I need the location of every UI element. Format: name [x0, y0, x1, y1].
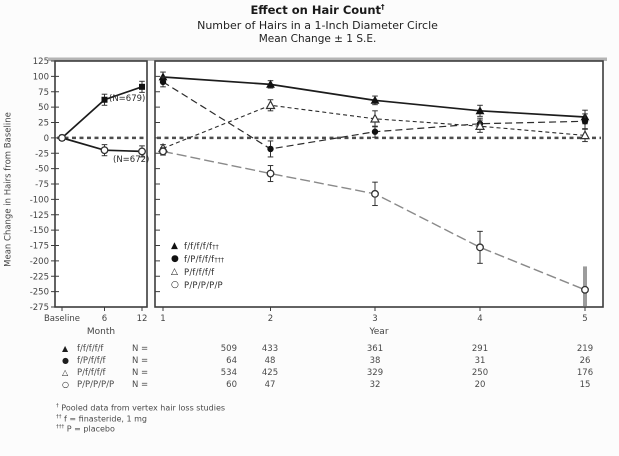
n-annotation-finasteride: (N=679) [109, 94, 146, 104]
n-value: 361 [366, 344, 384, 354]
svg-text:1: 1 [160, 314, 165, 324]
svg-text:-100: -100 [30, 195, 49, 205]
n-value: 32 [369, 380, 381, 390]
dagger-mark: †† [56, 414, 62, 420]
legend-item-ppppp: ○ P/P/P/P/P [171, 279, 224, 292]
chart-title: Effect on Hair Count† [30, 3, 605, 17]
n-table-row: ○ P/P/P/P/P N = 60 47 32 20 15 [0, 380, 619, 392]
n-equals-label: N = [132, 380, 149, 390]
group-label: P/f/f/f/f [77, 368, 106, 378]
svg-text:-125: -125 [30, 211, 49, 221]
open-circle-icon: ○ [62, 380, 69, 389]
n-value: 329 [366, 368, 384, 378]
n-value: 509 [220, 344, 237, 354]
n-value: 433 [261, 344, 279, 354]
svg-text:50: 50 [38, 103, 49, 113]
n-table-row: △ P/f/f/f/f N = 534 425 329 250 176 [0, 368, 619, 380]
dagger-mark: ††† [56, 424, 65, 430]
n-value: 48 [264, 356, 276, 366]
n-table-row: ● f/P/f/f/f N = 64 48 38 31 26 [0, 356, 619, 368]
n-value: 60 [226, 380, 237, 390]
chart-subtitle-1: Number of Hairs in a 1-Inch Diameter Cir… [197, 19, 438, 32]
n-annotation-placebo: (N=672) [113, 155, 150, 165]
svg-text:-225: -225 [30, 272, 49, 282]
svg-text:-150: -150 [30, 226, 49, 236]
n-table-row: ▲ f/f/f/f/f N = 509 433 361 291 219 [0, 344, 619, 356]
chart-subtitle-2: Mean Change ± 1 S.E. [258, 33, 377, 45]
n-value: 38 [369, 356, 381, 366]
svg-text:4: 4 [477, 314, 482, 324]
svg-text:125: 125 [33, 57, 49, 67]
n-value: 534 [220, 368, 237, 378]
footnote-placebo: ††† P = placebo [56, 424, 115, 434]
legend-label: f/P/f/f/f [184, 254, 215, 265]
filled-triangle-icon: ▲ [171, 241, 178, 251]
dagger-mark: † [56, 403, 59, 409]
svg-text:2: 2 [268, 314, 273, 324]
footnote-pooled-data: † Pooled data from vertex hair loss stud… [56, 403, 225, 413]
n-equals-label: N = [132, 356, 149, 366]
hair-count-chart: 1251007550250-25-50-75-100-125-150-175-2… [30, 57, 607, 337]
group-label: f/f/f/f/f [77, 344, 104, 354]
filled-circle-icon: ● [171, 254, 179, 264]
group-label: P/P/P/P/P [77, 380, 115, 390]
footnote-text: P = placebo [66, 424, 115, 434]
n-value: 15 [579, 380, 591, 390]
svg-text:5: 5 [582, 314, 587, 324]
svg-text:100: 100 [33, 72, 49, 82]
n-value: 20 [474, 380, 486, 390]
legend-label: P/f/f/f/f [184, 267, 215, 278]
filled-triangle-icon: ▲ [62, 344, 69, 353]
n-value: 425 [261, 368, 279, 378]
chart-legend: ▲ f/f/f/f/f †† ● f/P/f/f/f ††† △ P/f/f/f/f… [171, 240, 224, 292]
footnote-text: f = finasteride, 1 mg [64, 414, 147, 424]
open-triangle-icon: △ [62, 368, 69, 377]
n-value: 291 [471, 344, 489, 354]
dagger-mark: ††† [214, 255, 225, 264]
svg-text:25: 25 [38, 119, 49, 129]
n-value: 219 [576, 344, 594, 354]
svg-text:6: 6 [102, 314, 107, 324]
svg-text:12: 12 [137, 314, 148, 324]
footnote-finasteride: †† f = finasteride, 1 mg [56, 414, 147, 424]
n-value: 250 [471, 368, 489, 378]
svg-text:0: 0 [44, 134, 49, 144]
open-triangle-icon: △ [171, 267, 178, 277]
svg-text:-75: -75 [35, 180, 49, 190]
open-circle-icon: ○ [171, 280, 179, 290]
svg-text:-25: -25 [35, 149, 49, 159]
legend-item-fffff: ▲ f/f/f/f/f †† [171, 240, 224, 253]
svg-text:-275: -275 [30, 303, 49, 313]
svg-text:Month: Month [87, 327, 115, 337]
n-value: 26 [579, 356, 591, 366]
filled-circle-icon: ● [62, 356, 69, 365]
n-equals-label: N = [132, 344, 149, 354]
svg-text:3: 3 [372, 314, 377, 324]
n-value: 47 [264, 380, 276, 390]
n-value: 31 [474, 356, 486, 366]
n-value: 64 [226, 356, 237, 366]
legend-label: f/f/f/f/f [184, 241, 213, 252]
svg-text:75: 75 [38, 88, 49, 98]
n-equals-label: N = [132, 368, 149, 378]
svg-text:Year: Year [368, 327, 388, 337]
svg-text:-200: -200 [30, 257, 49, 267]
legend-item-fpfff: ● f/P/f/f/f ††† [171, 253, 224, 266]
legend-label: P/P/P/P/P [184, 280, 223, 291]
group-label: f/P/f/f/f [77, 356, 106, 366]
svg-text:-50: -50 [35, 165, 49, 175]
svg-text:-250: -250 [30, 288, 49, 298]
dagger-mark: †† [212, 242, 219, 251]
n-value: 176 [576, 368, 594, 378]
chart-title-text: Effect on Hair Count [250, 3, 382, 17]
svg-text:-175: -175 [30, 242, 49, 252]
svg-text:Baseline: Baseline [44, 314, 80, 324]
legend-item-pffff: △ P/f/f/f/f [171, 266, 224, 279]
footnote-text: Pooled data from vertex hair loss studie… [61, 403, 226, 413]
dagger-mark: † [381, 3, 385, 12]
